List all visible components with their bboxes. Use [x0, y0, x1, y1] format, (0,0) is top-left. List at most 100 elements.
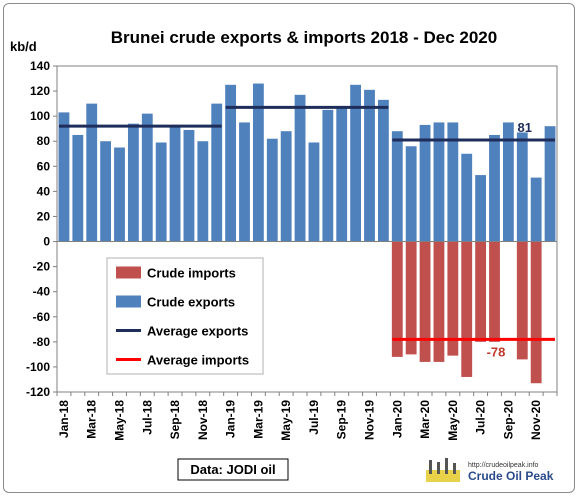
source-label: Data: JODI oil — [190, 462, 275, 477]
x-tick-label: May-18 — [113, 400, 127, 441]
x-tick-label: Jul-19 — [307, 400, 321, 435]
export-bar — [252, 83, 264, 242]
x-tick-label: Sep-19 — [335, 400, 349, 440]
export-bar — [239, 122, 250, 242]
y-axis-unit: kb/d — [10, 39, 37, 54]
average-imports-annotation: -78 — [487, 344, 506, 359]
legend-label: Crude imports — [147, 266, 236, 281]
y-tick-label: 60 — [37, 159, 51, 173]
import-bar — [433, 241, 445, 362]
export-bar — [86, 103, 98, 242]
import-bar — [391, 241, 403, 357]
logo-derrick — [429, 460, 432, 474]
export-bar — [433, 122, 445, 242]
export-bar — [266, 138, 278, 242]
logo-url: http://crudeoilpeak.info — [468, 462, 539, 469]
export-bar — [502, 122, 514, 242]
y-tick-label: -60 — [33, 310, 51, 324]
x-tick-label: Jul-20 — [474, 400, 488, 435]
x-tick-label: Mar-18 — [85, 400, 99, 439]
logo-derrick — [437, 462, 440, 474]
export-bar — [461, 153, 473, 242]
export-bar — [280, 131, 292, 242]
export-bar — [336, 107, 348, 242]
import-bar — [516, 241, 528, 360]
x-tick-label: Jan-19 — [224, 400, 238, 438]
export-bar — [475, 175, 487, 242]
logo-derrick — [453, 463, 456, 474]
x-tick-label: Nov-19 — [363, 400, 377, 440]
export-bar — [419, 124, 431, 242]
legend-label: Crude exports — [147, 295, 235, 310]
export-bar — [405, 146, 417, 242]
import-bar — [447, 241, 459, 356]
average-exports-annotation: 81 — [518, 120, 532, 135]
x-tick-label: May-19 — [279, 400, 293, 441]
source-box — [177, 458, 289, 481]
export-bar — [183, 129, 195, 242]
legend-swatch-box — [116, 266, 141, 279]
export-bar — [225, 84, 237, 242]
export-bar — [155, 142, 167, 242]
annotation-background — [482, 343, 510, 360]
y-tick-label: -20 — [33, 260, 51, 274]
export-bar — [72, 134, 84, 242]
export-bar — [350, 84, 362, 242]
export-bar — [141, 113, 153, 242]
export-bar — [530, 177, 542, 242]
export-bar — [114, 147, 125, 242]
export-bar — [489, 134, 500, 242]
y-tick-label: 140 — [30, 59, 50, 73]
logo-name: Crude Oil Peak — [468, 469, 554, 483]
x-tick-label: Sep-18 — [168, 400, 182, 440]
export-bar — [100, 141, 112, 242]
y-tick-label: 120 — [30, 84, 50, 98]
export-bar — [294, 94, 306, 242]
import-bar — [405, 241, 417, 355]
x-tick-label: Nov-20 — [529, 400, 543, 440]
x-tick-label: Sep-20 — [501, 400, 515, 440]
x-tick-label: Mar-20 — [418, 400, 432, 439]
plot-area: 140 120 100 80 60 40 20 0 -20 -40 -60 -80 -100 -120 Ja… — [26, 59, 558, 483]
y-tick-label: -80 — [33, 335, 51, 349]
export-bar — [197, 141, 209, 242]
import-bar — [419, 241, 431, 362]
x-tick-label: May-20 — [446, 400, 460, 441]
import-bar — [530, 241, 542, 384]
export-bar — [391, 131, 403, 242]
export-bar — [211, 103, 223, 242]
legend-label: Average exports — [147, 324, 248, 339]
x-tick-label: Jul-18 — [140, 400, 154, 435]
chart-title: Brunei crude exports & imports 2018 - De… — [111, 28, 497, 47]
export-bar — [308, 142, 320, 242]
export-bar — [447, 122, 459, 242]
y-tick-label: 80 — [37, 134, 51, 148]
x-tick-label: Nov-18 — [196, 400, 210, 440]
export-bar — [58, 112, 70, 242]
x-tick-label: Jan-20 — [390, 400, 404, 438]
y-tick-label: 100 — [30, 109, 50, 123]
y-tick-label: -40 — [33, 285, 51, 299]
logo-derrick — [445, 458, 448, 474]
logo-sand — [426, 470, 460, 482]
export-bar — [516, 132, 528, 242]
import-bar — [475, 241, 487, 342]
export-bar — [127, 123, 139, 242]
x-tick-label: Mar-19 — [251, 400, 265, 439]
y-tick-label: 40 — [37, 184, 51, 198]
export-bar — [544, 126, 556, 242]
import-bar — [489, 241, 500, 342]
x-tick-label: Jan-18 — [57, 400, 71, 438]
legend-swatch-box — [116, 295, 141, 308]
y-tick-label: -100 — [26, 360, 50, 374]
import-bar — [461, 241, 473, 377]
y-tick-label: -120 — [26, 385, 50, 399]
export-bar — [364, 89, 375, 242]
export-bar — [322, 109, 334, 242]
export-bar — [169, 124, 181, 242]
y-tick-label: 0 — [43, 235, 50, 249]
export-bar — [377, 99, 389, 242]
y-tick-label: 20 — [37, 209, 51, 223]
legend-label: Average imports — [147, 353, 249, 368]
